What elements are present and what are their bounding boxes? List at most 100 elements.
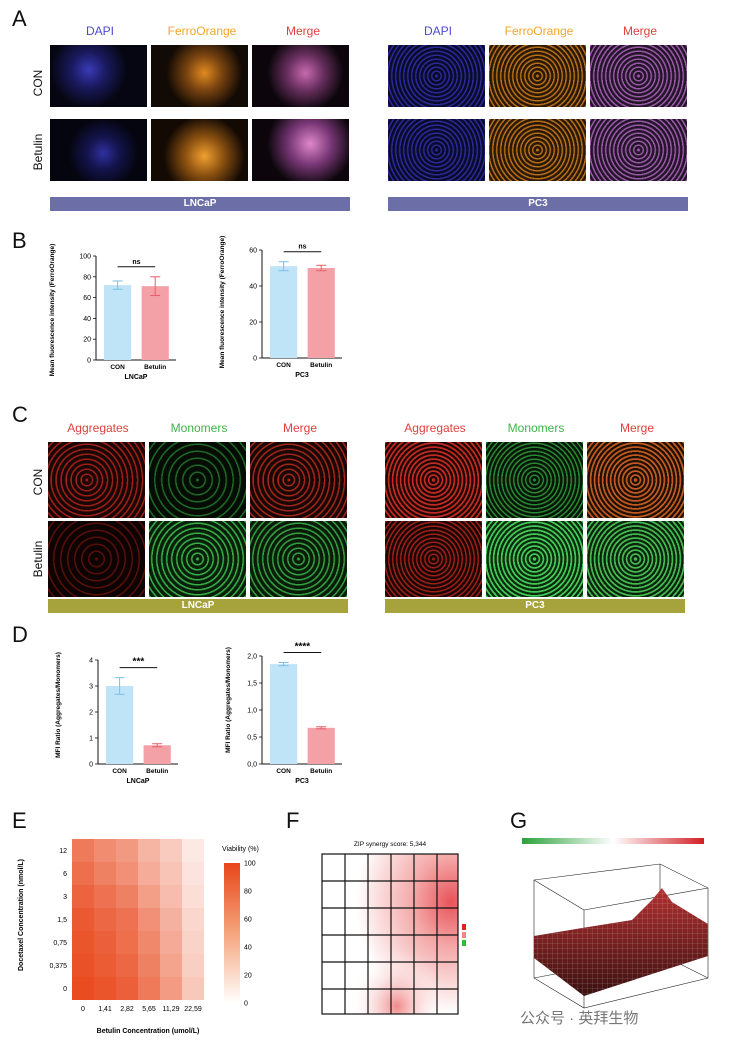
- y-tick-label: 100: [79, 254, 91, 261]
- micrograph-lncap-betulin-ferroorange: [151, 119, 248, 181]
- colorbar-tick-label: 20: [244, 973, 252, 980]
- heatmap-cell: [94, 885, 116, 908]
- heatmap-cell: [160, 908, 182, 931]
- heatmap-cell: [116, 954, 138, 977]
- heatmap-cell: [116, 977, 138, 1000]
- y-tick-label: 80: [83, 274, 91, 281]
- heatmap-cell: [160, 977, 182, 1000]
- y-tick-label: 0: [63, 986, 67, 993]
- heatmap-cell: [116, 839, 138, 862]
- heatmap-cell: [160, 954, 182, 977]
- x-tick-label: Betulin: [144, 364, 166, 371]
- colorbar-ticks: 0 20 40 60 80 100: [244, 861, 256, 1008]
- panel-g-3d-surface: [522, 838, 709, 1009]
- cell-line-label: LNCaP: [125, 374, 148, 381]
- col-label-dapi: DAPI: [85, 24, 114, 38]
- micrograph-pc3-betulin-ferroorange: [489, 119, 586, 181]
- heatmap-cell: [72, 839, 94, 862]
- x-tick-label: CON: [276, 768, 291, 775]
- x-tick-label: 11,29: [163, 1006, 180, 1013]
- col-label-aggregates: Aggregates: [67, 421, 129, 435]
- y-tick-label: 1,5: [57, 917, 67, 924]
- micrograph-lncap-betulin-aggregates: [48, 521, 145, 597]
- y-tick-label: 40: [83, 316, 91, 323]
- significance-label: ns: [298, 244, 306, 251]
- colorbar-tick-label: 80: [244, 889, 252, 896]
- synergy-grid: [321, 853, 459, 1015]
- x-tick-label: 0: [81, 1006, 85, 1013]
- heatmap-cell: [182, 908, 204, 931]
- y-tick-label: 0,75: [53, 940, 67, 947]
- colorbar-title: Viability (%): [222, 846, 259, 853]
- g-colorbar: [522, 838, 704, 844]
- chart-d-lncap: MFI Ratio (Aggregates/Monomers) 0 1 2 3 4 CON…: [55, 652, 178, 785]
- panel-d-charts: MFI Ratio (Aggregates/Monomers) 0 1 2 3 4 CON…: [55, 641, 342, 785]
- bar-betulin: [143, 745, 171, 764]
- heatmap-cell: [94, 977, 116, 1000]
- micrograph-lncap-betulin-merge: [252, 119, 349, 181]
- heatmap-cell: [94, 839, 116, 862]
- significance-label: ns: [132, 259, 140, 266]
- watermark: 公众号 · 英拜生物: [520, 1010, 639, 1027]
- bar-con: [270, 266, 298, 358]
- y-tick-label: 0: [89, 762, 93, 769]
- micrograph-pc3-con-ferroorange: [489, 45, 586, 107]
- micrograph-pc3-betulin-dapi: [388, 119, 485, 181]
- micrograph-pc3-con-monomers: [486, 442, 583, 518]
- panel-letter-e: E: [12, 808, 27, 833]
- y-tick-label: 20: [249, 320, 257, 327]
- y-tick-label: 12: [59, 848, 67, 855]
- cell-line-bar-lncap: LNCaP: [50, 197, 350, 211]
- cell-line-label: PC3: [295, 778, 309, 785]
- synergy-legend-red: [462, 924, 466, 930]
- heatmap-y-ticks: 12 6 3 1,5 0,75 0,375 0: [49, 848, 67, 993]
- heatmap-cell: [94, 954, 116, 977]
- micrograph-lncap-betulin-monomers: [149, 521, 246, 597]
- row-label-con: CON: [31, 69, 45, 97]
- heatmap-cell: [72, 862, 94, 885]
- y-tick-label: 2: [89, 710, 93, 717]
- synergy-legend-green: [462, 940, 466, 946]
- y-tick-label: 1: [89, 736, 93, 743]
- x-tick-label: 5,65: [142, 1006, 156, 1013]
- y-tick-label: 60: [249, 248, 257, 255]
- micrograph-pc3-con-merge: [590, 45, 687, 107]
- y-tick-label: 0,5: [247, 735, 257, 742]
- x-tick-label: 1,41: [98, 1006, 112, 1013]
- cell-line-bar-pc3: PC3: [385, 599, 685, 613]
- colorbar: [224, 863, 240, 1003]
- heatmap-cell: [138, 885, 160, 908]
- y-tick-label: 2,0: [247, 654, 257, 661]
- bar-betulin: [307, 727, 335, 764]
- x-tick-label: Betulin: [146, 768, 168, 775]
- x-tick-label: CON: [112, 768, 127, 775]
- heatmap-cell: [138, 954, 160, 977]
- chart-b-lncap: Mean fluorescence intensity (FerroOrange…: [49, 244, 176, 381]
- micrograph-lncap-con-merge: [252, 45, 349, 107]
- y-axis-label: MFI Ratio (Aggregates/Monomers): [225, 647, 232, 753]
- heatmap-cell: [138, 977, 160, 1000]
- panel-e-heatmap: 12 6 3 1,5 0,75 0,375 0 0 1,41 2,82 5,65 11,29 22,5…: [18, 839, 259, 1035]
- micrograph-pc3-betulin-aggregates: [385, 521, 482, 597]
- y-tick-label: 6: [63, 871, 67, 878]
- bar-con: [106, 686, 134, 764]
- cell-line-label: LNCaP: [127, 778, 150, 785]
- heatmap-cell: [116, 908, 138, 931]
- panel-f-synergy: ZIP synergy score: 5,344: [321, 841, 466, 1015]
- panel-b-charts: Mean fluorescence intensity (FerroOrange…: [49, 236, 342, 381]
- significance-label: ***: [133, 657, 145, 668]
- panel-letter-g: G: [510, 808, 528, 833]
- y-tick-label: 20: [83, 337, 91, 344]
- y-axis-label: Mean fluorescence intensity (FerroOrange…: [49, 244, 56, 377]
- panel-letter-b: B: [12, 228, 27, 253]
- y-axis-label: MFI Ratio (Aggregates/Monomers): [55, 652, 62, 758]
- heatmap-cell: [160, 839, 182, 862]
- heatmap-x-label: Betulin Concentration (umol/L): [97, 1028, 200, 1035]
- chart-d-pc3: MFI Ratio (Aggregates/Monomers) 0,0 0,5 1,…: [225, 641, 342, 785]
- heatmap-cell: [72, 931, 94, 954]
- col-label-merge: Merge: [622, 24, 657, 38]
- panel-letter-a: A: [12, 6, 27, 31]
- bar-betulin: [307, 268, 335, 358]
- heatmap-cell: [72, 908, 94, 931]
- x-tick-label: CON: [276, 362, 291, 369]
